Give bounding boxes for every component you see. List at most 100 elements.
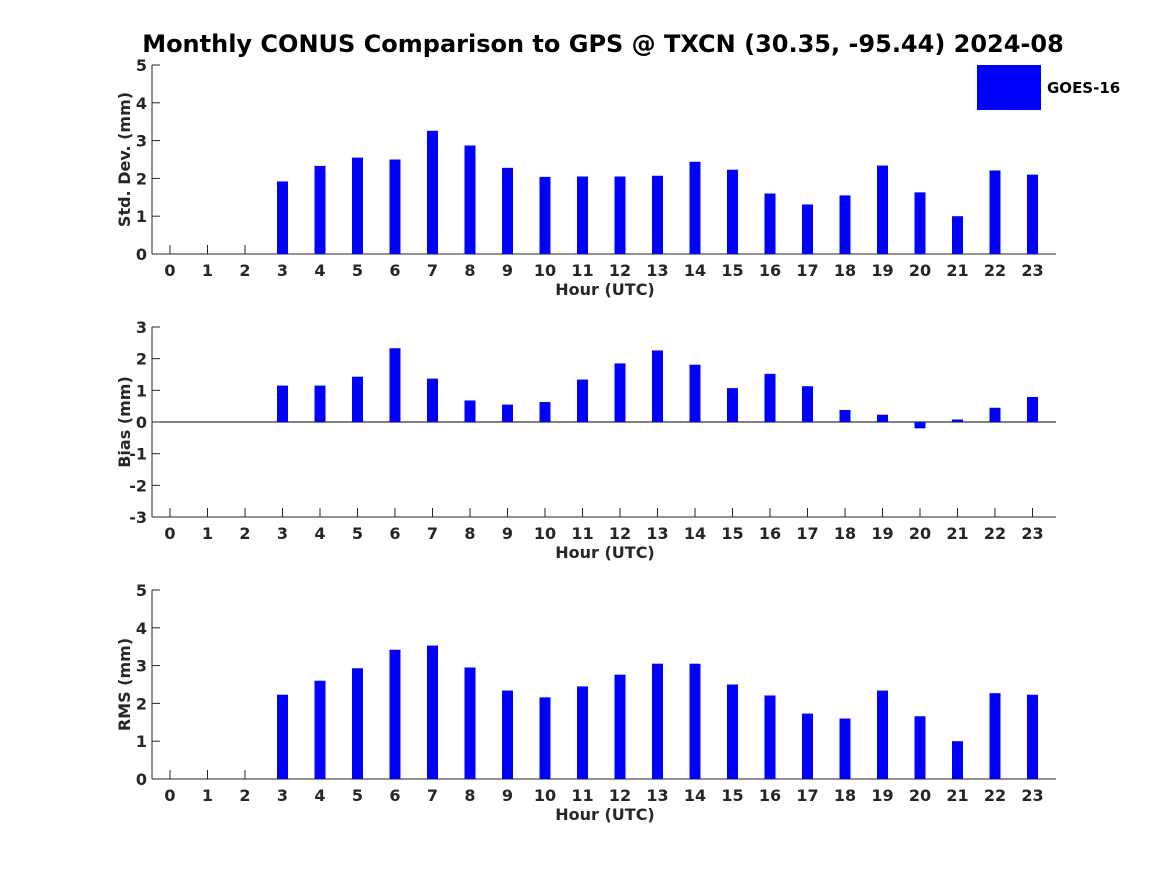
x-tick-label: 13 [646,786,668,805]
x-tick-label: 3 [277,524,288,543]
y-tick-label: 4 [136,619,147,638]
x-tick-label: 10 [534,786,556,805]
x-tick-label: 9 [502,786,513,805]
x-tick-label: 5 [352,786,363,805]
y-tick-label: 4 [136,94,147,113]
x-tick-label: 12 [609,261,631,280]
x-tick-label: 1 [202,524,213,543]
x-tick-label: 4 [314,261,325,280]
x-tick-label: 3 [277,786,288,805]
bar [539,697,551,779]
legend-label: GOES-16 [1047,79,1120,97]
x-tick-label: 22 [984,786,1006,805]
bar [314,680,326,779]
x-tick-label: 11 [571,524,593,543]
bar [314,165,326,254]
bar [652,175,663,254]
bar [352,376,363,422]
bar [352,157,363,254]
bar [427,378,438,422]
bar [277,385,288,422]
x-tick-label: 9 [502,524,513,543]
x-tick-label: 14 [684,261,706,280]
y-tick-label: 3 [136,318,147,337]
x-tick-label: 7 [427,524,438,543]
x-tick-label: 23 [1021,524,1043,543]
x-tick-label: 16 [759,786,781,805]
x-tick-label: 6 [389,786,400,805]
bar [277,694,288,779]
bar [652,350,663,422]
x-tick-label: 18 [834,786,856,805]
bar [839,718,851,779]
bar [502,167,513,254]
y-axis-title: Bias (mm) [115,376,134,468]
x-tick-label: 2 [239,786,250,805]
bar [989,170,1001,254]
x-tick-label: 20 [909,524,931,543]
y-axis-title: RMS (mm) [115,638,134,731]
x-tick-label: 16 [759,261,781,280]
bar [427,645,438,779]
x-tick-label: 23 [1021,786,1043,805]
bar [464,145,476,254]
bar [577,176,588,254]
chart-title: Monthly CONUS Comparison to GPS @ TXCN (… [142,30,1064,58]
bar [614,674,626,779]
bar [802,713,813,779]
x-tick-label: 11 [571,786,593,805]
x-tick-label: 12 [609,786,631,805]
legend-swatch [977,65,1041,110]
y-tick-label: 2 [136,350,147,369]
x-tick-label: 3 [277,261,288,280]
x-axis-title: Hour (UTC) [555,280,655,299]
x-tick-label: 22 [984,261,1006,280]
bar [764,193,776,254]
y-tick-label: 2 [136,169,147,188]
y-tick-label: -1 [129,445,147,464]
x-tick-label: 7 [427,261,438,280]
x-tick-label: 0 [164,524,175,543]
x-tick-label: 10 [534,261,556,280]
x-tick-label: 4 [314,524,325,543]
x-tick-label: 9 [502,261,513,280]
y-tick-label: 0 [136,413,147,432]
x-tick-label: 0 [164,261,175,280]
y-tick-label: -3 [129,508,147,527]
bar [389,159,401,254]
x-tick-label: 5 [352,524,363,543]
x-tick-label: 21 [946,524,968,543]
x-tick-label: 14 [684,524,706,543]
y-tick-label: 1 [136,207,147,226]
x-tick-label: 18 [834,524,856,543]
bar [389,348,401,422]
x-tick-label: 4 [314,786,325,805]
bar [652,663,663,779]
x-tick-label: 20 [909,261,931,280]
x-tick-label: 23 [1021,261,1043,280]
x-tick-label: 8 [464,524,475,543]
x-tick-label: 16 [759,524,781,543]
bar [614,363,626,422]
bar [914,716,926,779]
bar [277,181,288,254]
bar [539,176,551,254]
x-tick-label: 0 [164,786,175,805]
bar [689,161,701,254]
bar [614,176,626,254]
x-tick-label: 1 [202,786,213,805]
bar [914,422,926,429]
y-tick-label: 3 [136,132,147,151]
x-tick-label: 12 [609,524,631,543]
bar [1027,174,1038,254]
x-tick-label: 19 [871,524,893,543]
x-tick-label: 17 [796,261,818,280]
bar [952,741,963,779]
legend: GOES-16 [977,65,1120,110]
x-tick-label: 13 [646,261,668,280]
y-tick-label: -2 [129,476,147,495]
x-tick-label: 5 [352,261,363,280]
